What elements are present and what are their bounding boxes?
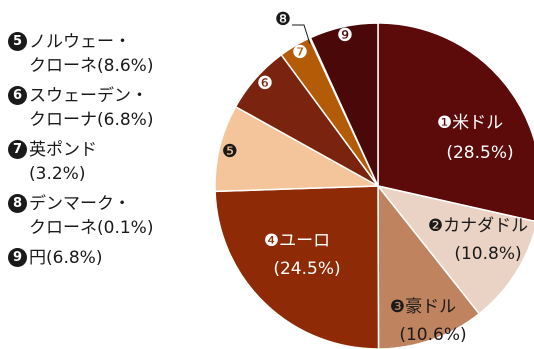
legend-line2: クローナ(6.8%): [29, 110, 154, 130]
slice-value-eur: (24.5%): [273, 259, 340, 279]
legend-item-gbp: 7 英ポンド (3.2%): [8, 138, 208, 186]
legend-line1: ノルウェー・: [29, 32, 131, 52]
legend-number: 6: [8, 86, 27, 105]
pie-slice-eur: [214, 185, 380, 349]
slice-label-aud: ❸豪ドル: [390, 296, 456, 317]
slice-label-gbp: ❼: [292, 42, 308, 63]
legend-line1: 英ポンド: [29, 140, 97, 160]
legend-item-jpy: 9 円(6.8%): [8, 246, 208, 270]
slice-label-eur: ❹ユーロ: [264, 231, 330, 251]
legend-text: 英ポンド (3.2%): [29, 138, 97, 186]
legend: 5 ノルウェー・ クローネ(8.6%) 6 スウェーデン・ クローナ(6.8%)…: [8, 30, 208, 276]
slice-label-jpy: ❾: [337, 25, 353, 46]
legend-line1: スウェーデン・: [29, 86, 148, 106]
legend-line1: 円(6.8%): [29, 248, 103, 268]
legend-number: 9: [8, 248, 27, 267]
legend-text: デンマーク・ クローネ(0.1%): [29, 192, 153, 240]
slice-value-usd: (28.5%): [446, 143, 513, 163]
pie-slice-usd: [377, 22, 534, 222]
legend-text: スウェーデン・ クローナ(6.8%): [29, 84, 153, 132]
legend-item-sek: 6 スウェーデン・ クローナ(6.8%): [8, 84, 208, 132]
legend-line1: デンマーク・: [29, 194, 131, 214]
legend-line2: クローネ(8.6%): [29, 56, 154, 76]
slice-value-cad: (10.8%): [454, 244, 521, 264]
legend-line2: (3.2%): [29, 164, 86, 184]
legend-number: 5: [8, 32, 27, 51]
slice-label-nok: ❺: [222, 141, 238, 162]
slice-label-cad: ❷カナダドル: [428, 216, 528, 236]
slice-label-dkk: ❽: [275, 9, 291, 30]
pie-slices: [214, 22, 534, 349]
pie-slice-cad: [376, 184, 534, 315]
pie-slice-nok: [214, 105, 381, 193]
pie-labels: ❶米ドル (28.5%) ❷カナダドル (10.8%) ❸豪ドル (10.6%) ❹ユーロ (…: [222, 9, 528, 345]
legend-text: ノルウェー・ クローネ(8.6%): [29, 30, 153, 78]
legend-number: 8: [8, 194, 27, 213]
legend-item-nok: 5 ノルウェー・ クローネ(8.6%): [8, 30, 208, 78]
slice-label-usd: ❶米ドル: [437, 113, 503, 133]
leader-line-dkk: [292, 24, 311, 45]
slice-label-sek: ❻: [257, 73, 273, 94]
legend-number: 7: [8, 140, 27, 159]
legend-item-dkk: 8 デンマーク・ クローネ(0.1%): [8, 192, 208, 240]
pie-slice-jpy: [309, 22, 379, 187]
legend-text: 円(6.8%): [29, 246, 102, 270]
legend-line2: クローネ(0.1%): [29, 218, 154, 238]
slice-value-aud: (10.6%): [399, 325, 466, 345]
